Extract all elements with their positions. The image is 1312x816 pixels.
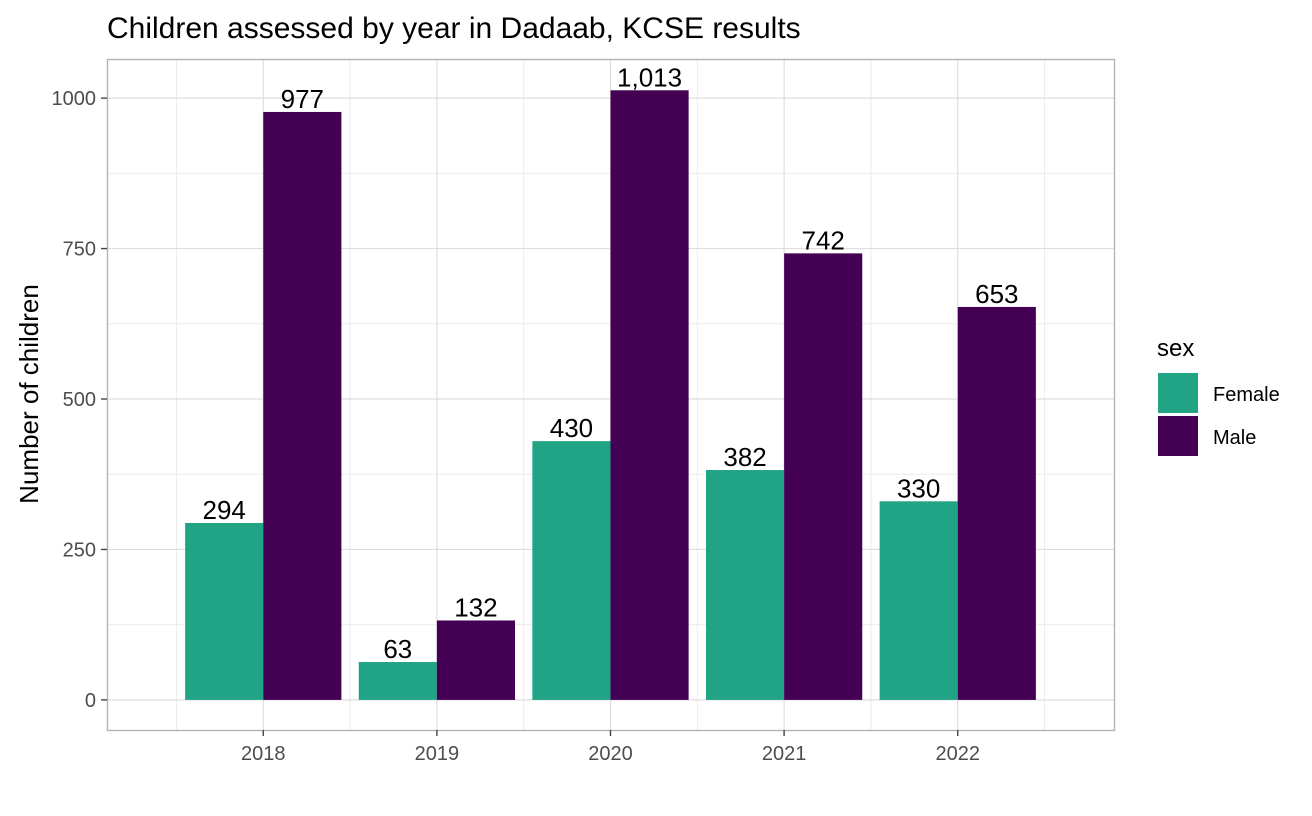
x-tick-label: 2020 [588,743,633,765]
bar-male-2019 [436,620,516,700]
data-label-female-2019: 63 [383,634,412,664]
y-tick-label: 500 [63,389,96,411]
axis-ticks [101,97,959,736]
x-tick-label: 2022 [935,743,980,765]
x-tick-labels: 2018 2019 2020 2021 2022 [241,743,980,765]
x-tick-label: 2021 [762,743,807,765]
legend-label-female: Female [1213,384,1280,406]
y-tick-label: 1000 [52,88,97,110]
y-tick-label: 750 [63,239,96,261]
bar-female-2020 [532,441,611,700]
bar-male-2018 [263,111,342,700]
bar-male-2022 [957,306,1036,700]
data-label-male-2021: 742 [801,225,844,255]
legend-key-male [1158,416,1198,456]
data-label-male-2022: 653 [975,279,1018,309]
x-tick-label: 2019 [415,743,460,765]
bar-labels-layer: 294 63 430 382 330 977 132 1,013 742 653 [202,62,1018,664]
chart-title: Children assessed by year in Dadaab, KCS… [107,12,801,45]
bar-female-2018 [185,522,264,700]
y-axis-label: Number of children [14,284,44,504]
bar-male-2020 [610,90,689,700]
data-label-female-2021: 382 [723,442,766,472]
bar-female-2021 [705,470,785,700]
bars-layer [185,90,1036,700]
data-label-male-2018: 977 [281,84,324,114]
bar-female-2022 [879,501,958,700]
y-tick-label: 0 [85,690,96,712]
data-label-female-2020: 430 [550,413,593,443]
data-label-female-2018: 294 [202,495,245,525]
data-label-male-2019: 132 [454,592,497,622]
bar-male-2021 [784,253,863,700]
legend-title: sex [1157,335,1194,362]
legend-key-female [1158,373,1198,413]
y-tick-labels: 0 250 500 750 1000 [52,88,97,712]
legend-label-male: Male [1213,427,1256,449]
data-label-male-2020: 1,013 [617,62,682,92]
y-tick-label: 250 [63,539,96,561]
bar-female-2019 [358,661,437,700]
x-tick-label: 2018 [241,743,286,765]
legend: Female Male [1158,373,1280,456]
data-label-female-2022: 330 [897,473,940,503]
